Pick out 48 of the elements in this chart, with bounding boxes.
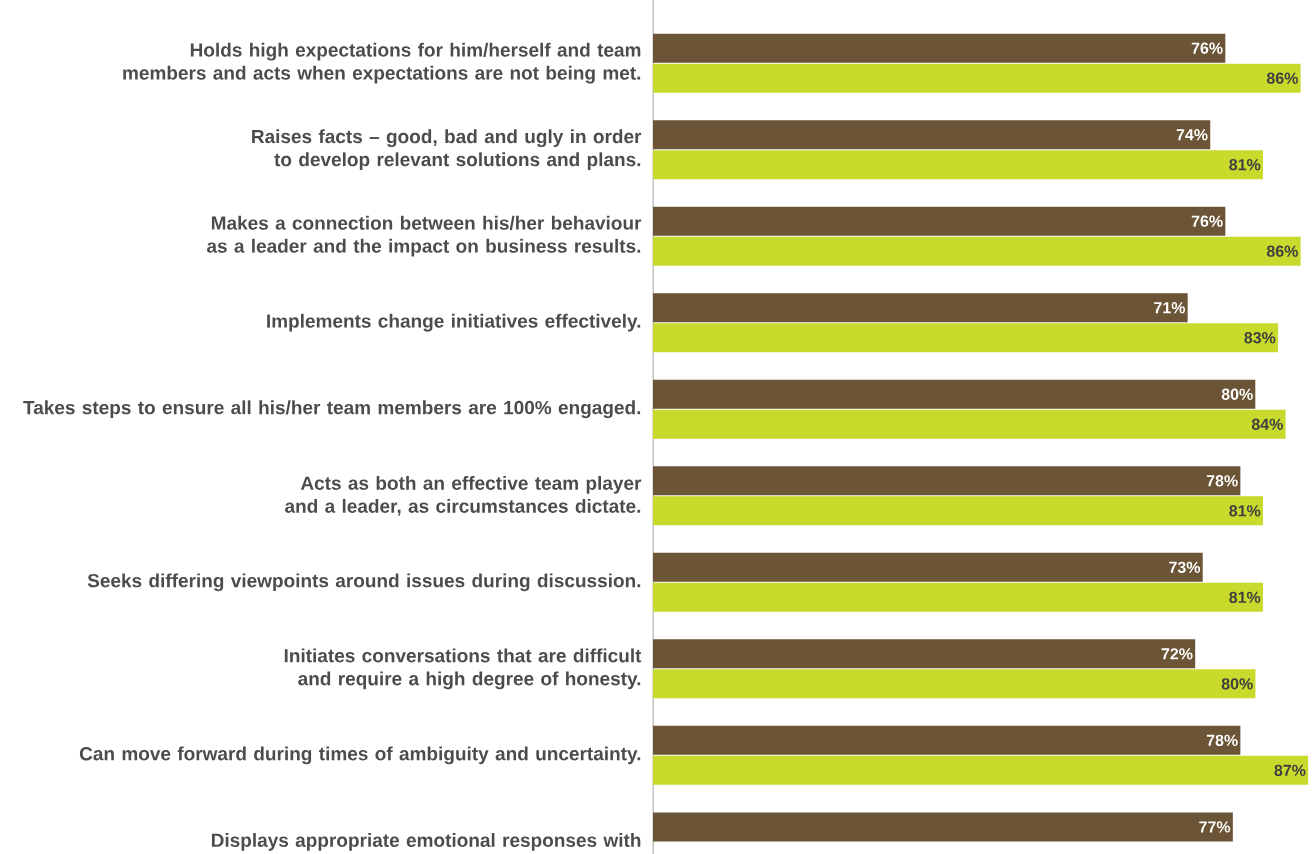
data-label: 80% [1221,388,1253,400]
data-label: 72% [1161,648,1193,660]
bar [653,33,1226,63]
data-label: 74% [1176,129,1208,141]
bar [653,755,1309,785]
bar [653,120,1211,150]
y-tick-label: Implements change initiatives effectively. [267,313,641,332]
y-tick-label: Holds high expectations for him/herself and team members and acts when expectations are not being met. [123,42,641,84]
bar [653,236,1301,266]
bar [653,409,1286,439]
y-tick-label: Raises facts – good, bad and ugly in order to develop relevant solutions and plans. [252,129,642,171]
bar [653,552,1203,582]
bar [653,669,1256,699]
bar [653,725,1241,755]
data-label: 76% [1191,42,1223,54]
data-label: 78% [1206,734,1238,747]
bar [653,639,1196,669]
y-tick-label: Initiates conversations that are difficult and require a high degree of honesty. [284,648,642,690]
bar [653,150,1263,180]
data-label: 86% [1266,245,1298,257]
bar [653,323,1279,353]
data-label: 81% [1229,591,1261,603]
data-label: 86% [1266,72,1298,84]
data-label: 84% [1251,418,1283,430]
bar [653,63,1301,93]
y-tick-label: Can move forward during times of ambiguity and uncertainty. [79,746,641,765]
bar [653,496,1263,526]
data-label: 77% [1199,821,1231,833]
bar [653,206,1226,236]
y-tick-label: Makes a connection between his/her behaviour as a leader and the impact on business results. [206,215,642,257]
bar [653,293,1188,323]
bar [653,582,1263,612]
data-label: 87% [1274,764,1306,777]
data-label: 80% [1221,678,1253,690]
data-label: 76% [1191,215,1223,227]
y-tick-label: Seeks differing viewpoints around issues during discussion. [87,573,641,592]
data-label: 71% [1154,302,1186,314]
data-label: 81% [1229,159,1261,171]
bar [653,812,1233,842]
y-tick-label: Takes steps to ensure all his/her team members are 100% engaged. [23,400,641,419]
data-label: 73% [1169,561,1201,573]
data-label: 78% [1206,475,1238,487]
data-label: 81% [1229,505,1261,517]
y-tick-label: Acts as both an effective team player and a leader, as circumstances dictate. [285,475,642,516]
bar [653,466,1241,496]
bar [653,379,1256,409]
data-label: 83% [1244,332,1276,344]
y-tick-label: Displays appropriate emotional responses with [211,833,641,851]
